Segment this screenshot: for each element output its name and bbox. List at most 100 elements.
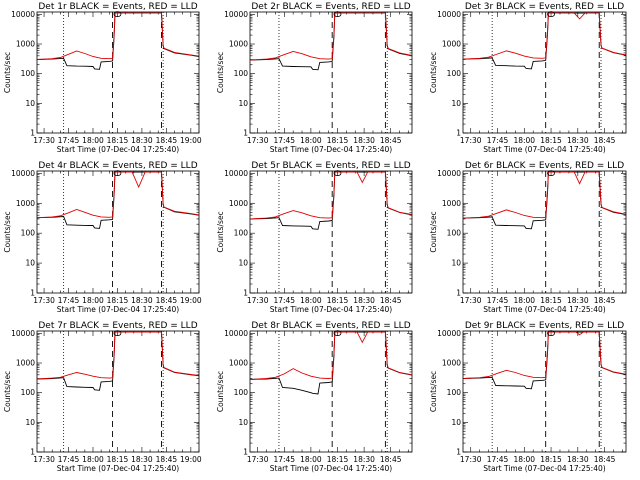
series-line-lld	[463, 331, 626, 379]
y-tick-label: 100	[447, 229, 462, 238]
panel-frame	[36, 11, 200, 134]
y-tick-label: 1000	[229, 359, 248, 368]
x-tick-label: 17:45	[273, 136, 295, 145]
series-line-lld	[250, 331, 412, 380]
x-tick-label: 17:45	[58, 136, 80, 145]
y-tick-label: 100	[447, 69, 462, 78]
y-axis-label: Counts/sec	[429, 211, 438, 252]
y-axis-label: Counts/sec	[216, 371, 225, 412]
panel-frame	[36, 330, 200, 453]
x-axis-label: Start Time (07-Dec-04 17:25:40)	[57, 145, 179, 154]
panel-title: Det 3r BLACK = Events, RED = LLD	[465, 2, 624, 12]
x-tick-label: 18:45	[156, 455, 178, 464]
y-axis-label: Counts/sec	[3, 371, 12, 412]
panel-title: Det 5r BLACK = Events, RED = LLD	[251, 161, 410, 171]
panel-title: Det 8r BLACK = Events, RED = LLD	[251, 321, 410, 331]
y-tick-label: 1000	[229, 199, 248, 208]
y-tick-label: 1000	[16, 359, 35, 368]
detector-panel-2: Det 2r BLACK = Events, RED = LLD Counts/s…	[216, 2, 413, 154]
series-group	[37, 171, 199, 229]
x-tick-label: 17:45	[58, 455, 80, 464]
x-tick-label: 18:45	[156, 296, 178, 305]
y-tick-label: 1	[456, 448, 461, 457]
x-tick-label: 18:15	[107, 136, 129, 145]
panel-title: Det 6r BLACK = Events, RED = LLD	[465, 161, 624, 171]
panel-frame	[462, 330, 627, 453]
x-tick-label: 19:00	[180, 136, 202, 145]
x-tick-label: 19:00	[180, 455, 202, 464]
y-tick-label: 1	[456, 129, 461, 138]
y-tick-label: 1	[30, 289, 35, 298]
x-tick-label: 18:45	[380, 296, 402, 305]
y-axis-label: Counts/sec	[429, 371, 438, 412]
x-tick-label: 18:00	[513, 136, 535, 145]
y-tick-label: 10000	[224, 329, 248, 338]
detector-panel-6: Det 6r BLACK = Events, RED = LLD Counts/s…	[429, 161, 627, 314]
series-line-lld	[37, 12, 199, 60]
y-tick-label: 10	[238, 99, 248, 108]
x-tick-label: 18:00	[300, 296, 322, 305]
x-tick-label: 17:45	[487, 455, 509, 464]
series-group	[463, 331, 626, 390]
x-tick-label: 18:45	[594, 455, 616, 464]
x-tick-label: 18:45	[380, 455, 402, 464]
series-line-lld	[250, 171, 412, 220]
y-tick-label: 1	[30, 448, 35, 457]
x-tick-label: 18:30	[567, 136, 589, 145]
y-tick-label: 100	[234, 69, 249, 78]
y-tick-label: 10	[25, 99, 35, 108]
panel-title: Det 2r BLACK = Events, RED = LLD	[251, 2, 410, 12]
y-tick-label: 100	[21, 69, 36, 78]
x-tick-label: 17:45	[273, 455, 295, 464]
x-axis-label: Start Time (07-Dec-04 17:25:40)	[57, 305, 179, 314]
detector-panel-5: Det 5r BLACK = Events, RED = LLD Counts/s…	[216, 161, 413, 314]
panel-frame	[462, 170, 627, 294]
x-tick-label: 18:45	[380, 136, 402, 145]
x-tick-label: 18:00	[513, 455, 535, 464]
x-tick-label: 18:45	[594, 296, 616, 305]
y-tick-label: 100	[234, 229, 249, 238]
x-tick-label: 18:15	[327, 455, 349, 464]
x-tick-label: 17:30	[33, 296, 55, 305]
x-tick-label: 18:30	[353, 136, 375, 145]
panel-title: Det 7r BLACK = Events, RED = LLD	[38, 321, 197, 331]
panel-frame	[249, 11, 413, 134]
y-tick-label: 1	[243, 129, 248, 138]
x-tick-label: 17:30	[33, 455, 55, 464]
y-tick-label: 100	[447, 388, 462, 397]
detector-panel-4: Det 4r BLACK = Events, RED = LLD Counts/s…	[3, 161, 202, 314]
y-tick-label: 10000	[437, 169, 461, 178]
y-tick-label: 10000	[437, 10, 461, 19]
x-tick-label: 18:00	[300, 136, 322, 145]
series-group	[250, 12, 412, 71]
panel-title: Det 9r BLACK = Events, RED = LLD	[465, 321, 624, 331]
y-tick-label: 10000	[224, 10, 248, 19]
y-tick-label: 10000	[224, 169, 248, 178]
y-axis-label: Counts/sec	[3, 52, 12, 93]
x-axis-label: Start Time (07-Dec-04 17:25:40)	[483, 305, 605, 314]
y-tick-label: 1000	[442, 359, 461, 368]
y-tick-label: 10000	[437, 329, 461, 338]
x-tick-label: 17:45	[487, 136, 509, 145]
series-line-lld	[463, 12, 626, 60]
series-line-lld	[37, 331, 199, 380]
series-group	[463, 12, 626, 70]
y-tick-label: 10	[451, 99, 461, 108]
y-axis-label: Counts/sec	[429, 52, 438, 93]
x-axis-label: Start Time (07-Dec-04 17:25:40)	[270, 145, 392, 154]
x-tick-label: 18:45	[156, 136, 178, 145]
x-axis-label: Start Time (07-Dec-04 17:25:40)	[483, 464, 605, 473]
detector-panel-7: Det 7r BLACK = Events, RED = LLD Counts/s…	[3, 321, 202, 473]
x-tick-label: 18:30	[131, 136, 153, 145]
x-tick-label: 18:30	[131, 455, 153, 464]
y-tick-label: 10	[451, 418, 461, 427]
series-line-lld	[463, 171, 626, 219]
x-axis-label: Start Time (07-Dec-04 17:25:40)	[270, 305, 392, 314]
x-tick-label: 18:00	[82, 136, 104, 145]
detector-panel-9: Det 9r BLACK = Events, RED = LLD Counts/s…	[429, 321, 627, 473]
x-tick-label: 18:30	[131, 296, 153, 305]
panel-title: Det 1r BLACK = Events, RED = LLD	[38, 2, 197, 12]
y-tick-label: 100	[21, 229, 36, 238]
x-tick-label: 18:00	[513, 296, 535, 305]
